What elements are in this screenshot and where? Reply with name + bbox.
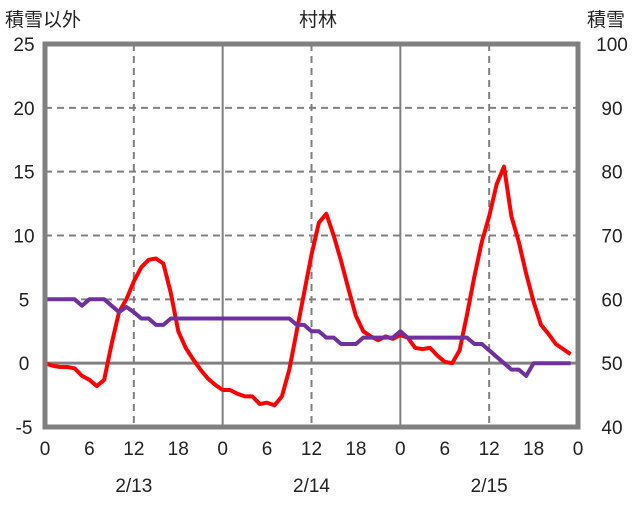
x-tick-label: 12 bbox=[301, 439, 322, 460]
plot-frame bbox=[42, 41, 581, 430]
x-tick-label: 12 bbox=[479, 439, 500, 460]
left-tick-label: -5 bbox=[16, 418, 33, 439]
right-tick-label: 50 bbox=[601, 354, 622, 375]
x-tick-label: 18 bbox=[523, 439, 544, 460]
x-tick-label: 6 bbox=[262, 439, 273, 460]
x-tick-label: 12 bbox=[123, 439, 144, 460]
left-tick-label: 0 bbox=[19, 354, 30, 375]
right-axis-label: 積雪 bbox=[587, 9, 625, 31]
right-tick-label: 60 bbox=[601, 290, 622, 311]
x-tick-label: 18 bbox=[345, 439, 366, 460]
date-label: 2/14 bbox=[293, 476, 330, 497]
x-tick-label: 6 bbox=[84, 439, 95, 460]
x-tick-label: 6 bbox=[439, 439, 450, 460]
right-tick-label: 40 bbox=[601, 418, 622, 439]
right-tick-label: 70 bbox=[601, 227, 622, 248]
right-tick-label: 100 bbox=[596, 35, 628, 56]
series-line-non-snow bbox=[44, 164, 572, 408]
date-label: 2/15 bbox=[471, 476, 508, 497]
x-tick-label: 0 bbox=[217, 439, 228, 460]
x-tick-label: 0 bbox=[573, 439, 584, 460]
left-axis-label: 積雪以外 bbox=[5, 9, 81, 31]
left-tick-label: 15 bbox=[13, 163, 34, 184]
x-tick-label: 0 bbox=[40, 439, 51, 460]
x-tick-label: 0 bbox=[395, 439, 406, 460]
series-line-snow bbox=[45, 297, 571, 378]
date-label: 2/13 bbox=[115, 476, 152, 497]
left-tick-label: 20 bbox=[13, 99, 34, 120]
left-tick-label: 5 bbox=[19, 290, 30, 311]
chart-title: 村林 bbox=[299, 9, 337, 31]
right-tick-label: 80 bbox=[601, 163, 622, 184]
right-tick-label: 90 bbox=[601, 99, 622, 120]
left-tick-label: 10 bbox=[13, 227, 34, 248]
left-tick-label: 25 bbox=[13, 35, 34, 56]
x-tick-label: 18 bbox=[168, 439, 189, 460]
